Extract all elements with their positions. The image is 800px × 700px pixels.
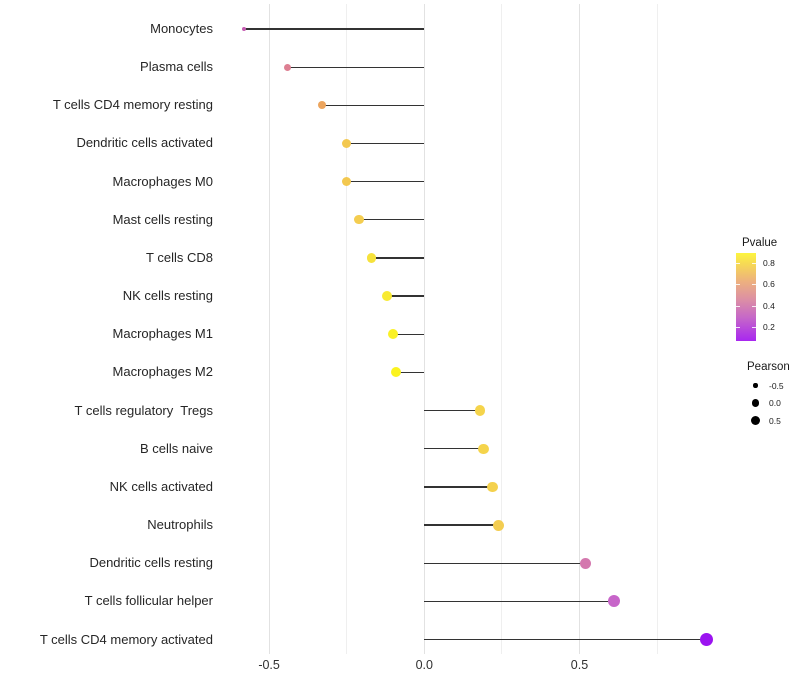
lollipop-stem [321, 104, 425, 106]
y-axis-label: T cells CD4 memory resting [52, 97, 213, 113]
lollipop-dot [580, 557, 592, 569]
lollipop-stem [424, 524, 499, 526]
y-axis-label: NK cells activated [109, 478, 213, 494]
colorbar-tick [752, 284, 756, 286]
y-axis-label: Macrophages M0 [112, 173, 213, 189]
colorbar-tick [736, 327, 740, 329]
lollipop-stem [287, 66, 425, 68]
lollipop-dot [493, 519, 505, 531]
y-axis-label: Dendritic cells resting [89, 555, 213, 571]
lollipop-stem [346, 180, 425, 183]
lollipop-stem [387, 295, 425, 297]
lollipop-dot [607, 595, 620, 608]
lollipop-stem [244, 28, 425, 30]
pearson-legend-dot [751, 416, 760, 425]
lollipop-dot [382, 291, 392, 302]
colorbar-tick [736, 262, 740, 264]
pearson-legend-title: Pearson [747, 361, 790, 373]
y-axis-label: Plasma cells [140, 59, 213, 75]
lollipop-stem [424, 600, 614, 603]
y-axis-label: T cells CD8 [146, 249, 213, 265]
lollipop-dot [388, 329, 399, 340]
pearson-legend-label: 0.5 [769, 415, 781, 426]
lollipop-stem [371, 257, 425, 259]
colorbar-tick [736, 305, 740, 307]
y-axis-label: Mast cells resting [112, 211, 213, 227]
pvalue-tick-label: 0.2 [763, 322, 775, 333]
y-axis-label: Dendritic cells activated [76, 135, 213, 151]
lollipop-dot [478, 443, 489, 454]
pvalue-legend-title: Pvalue [742, 237, 778, 249]
y-axis-label: Neutrophils [147, 517, 213, 533]
lollipop-stem [393, 333, 425, 335]
lollipop-stem [424, 638, 707, 641]
lollipop-stem [424, 486, 493, 488]
pvalue-colorbar [736, 253, 756, 341]
gridline-x-0 [423, 4, 425, 654]
y-axis-label: B cells naive [140, 440, 213, 456]
y-axis-label: T cells CD4 memory activated [39, 631, 213, 647]
lollipop-stem [424, 448, 484, 450]
lollipop-dot [342, 138, 352, 148]
colorbar-tick [752, 305, 756, 307]
y-axis-label: NK cells resting [122, 288, 213, 304]
y-axis-label: Monocytes [150, 21, 213, 36]
pvalue-tick-label: 0.8 [763, 257, 775, 268]
lollipop-stem [346, 142, 425, 145]
y-axis-label: T cells follicular helper [84, 593, 213, 609]
x-axis-tick-label: 0.0 [415, 658, 433, 672]
pvalue-tick-label: 0.6 [763, 279, 775, 290]
lollipop-dot [366, 253, 377, 263]
x-axis-tick-label: -0.5 [258, 658, 280, 672]
lollipop-dot [342, 177, 352, 187]
lollipop-dot [284, 63, 292, 71]
pearson-legend-dot [753, 383, 758, 388]
lollipop-stem [359, 219, 425, 221]
colorbar-tick [736, 284, 740, 286]
lollipop-dot [242, 26, 247, 32]
pearson-legend-label: 0.0 [769, 398, 781, 408]
pearson-legend-label: -0.5 [769, 380, 784, 391]
lollipop-stem [424, 409, 481, 412]
y-axis-label: Macrophages M1 [112, 326, 213, 342]
lollipop-dot [317, 101, 326, 110]
lollipop-dot [700, 632, 714, 647]
gridline-x-0.5 [578, 4, 580, 654]
lollipop-stem [396, 371, 425, 374]
lollipop-dot [487, 481, 498, 493]
y-axis-label: Macrophages M2 [112, 364, 213, 380]
gridline-x-0.75 [656, 4, 658, 654]
pearson-legend-dot [751, 399, 760, 407]
colorbar-tick [752, 262, 756, 264]
gridline-x--0.25 [346, 4, 348, 654]
lollipop-dot [354, 215, 364, 225]
colorbar-tick [752, 327, 756, 329]
gridline-x--0.5 [268, 4, 270, 654]
y-axis-label: T cells regulatory Tregs [74, 402, 213, 418]
lollipop-dot [474, 405, 486, 416]
gridline-x-0.25 [501, 4, 503, 654]
pvalue-tick-label: 0.4 [763, 300, 775, 311]
lollipop-dot [391, 367, 402, 378]
x-axis-tick-label: 0.5 [570, 658, 589, 672]
lollipop-stem [424, 562, 586, 564]
